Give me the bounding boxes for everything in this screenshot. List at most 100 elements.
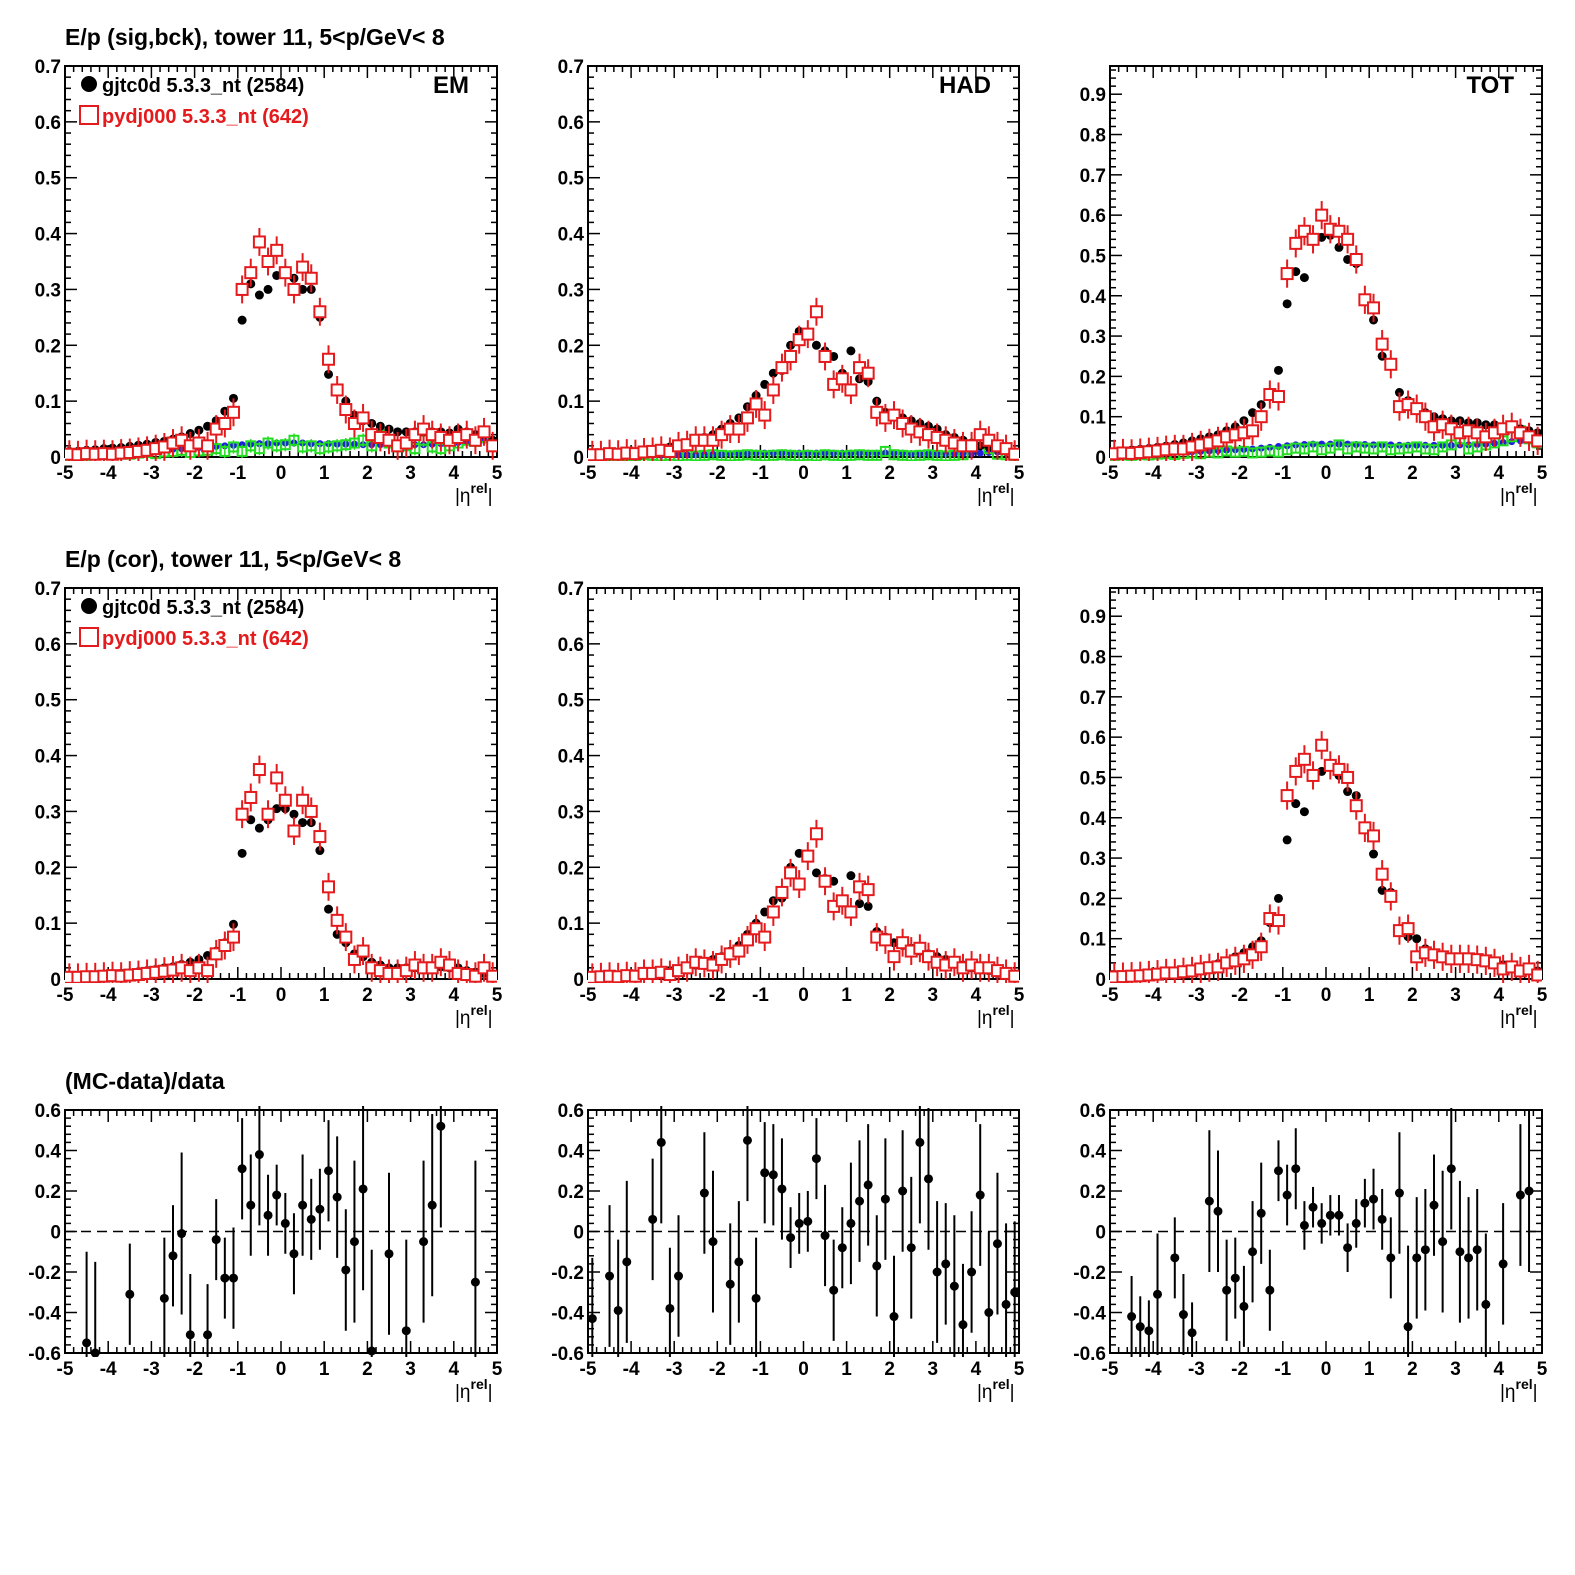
data-marker	[254, 1150, 264, 1160]
data-point	[442, 951, 456, 979]
y-tick-label: 0.4	[1080, 287, 1107, 308]
data-point	[1386, 1217, 1396, 1299]
data-marker	[941, 1259, 951, 1269]
mc-marker	[1332, 224, 1346, 238]
data-point	[861, 359, 875, 388]
data-point	[1008, 962, 1019, 983]
data-marker	[1273, 1166, 1283, 1176]
mc-marker	[1246, 948, 1260, 962]
y-tick-label: 0.4	[1080, 809, 1107, 830]
x-tick-label: -3	[1188, 1359, 1205, 1380]
mc-marker	[1375, 337, 1389, 351]
data-marker	[1230, 1273, 1240, 1283]
y-tick-label: 0.5	[558, 691, 585, 712]
mc-marker	[278, 793, 292, 807]
data-point	[923, 1107, 933, 1250]
y-tick-label: 0.3	[1080, 327, 1106, 348]
data-marker	[211, 1235, 221, 1245]
y-tick-label: 0.2	[35, 336, 61, 357]
x-tick-label: -2	[186, 985, 203, 1006]
mc-marker	[1367, 301, 1381, 315]
data-point	[1334, 1195, 1344, 1236]
data-point	[384, 1172, 394, 1335]
data-marker	[159, 1293, 169, 1303]
panel-tot-cor: -5 -4 -3 -2 -1 0 1 2 3 4 5 0 0.1 0.2 0.3 0.4 0.5 0.6 0.7 0.…	[1080, 587, 1548, 1029]
data-point	[270, 763, 284, 792]
data-point	[984, 1231, 994, 1357]
data-point	[846, 346, 856, 356]
x-tick-label: -2	[186, 463, 203, 484]
data-point	[185, 1274, 195, 1357]
data-point	[732, 937, 746, 966]
x-tick-label: 5	[1537, 1359, 1548, 1380]
panels-group: -5 -4 -3 -2 -1 0 1 2 3 4 5 0 0.1 0.2 0.3 0.4 0.5 0.6 0.7 |η…	[28, 57, 1548, 1403]
x-tick-label: 3	[928, 985, 939, 1006]
data-point	[768, 1124, 778, 1226]
x-axis-title-close: |	[1533, 1382, 1538, 1403]
x-axis-title-main: |η	[1500, 1382, 1516, 1403]
data-point	[1315, 731, 1329, 760]
data-point	[1351, 1199, 1361, 1248]
mc-marker	[913, 941, 927, 955]
x-tick-label: -5	[57, 463, 74, 484]
mc-marker	[1297, 224, 1311, 238]
x-tick-label: -4	[100, 985, 117, 1006]
data-point	[278, 786, 292, 815]
x-tick-label: 4	[971, 463, 982, 484]
data-marker	[1001, 1299, 1011, 1309]
y-tick-label: 0	[573, 970, 584, 991]
data-marker	[228, 1273, 238, 1283]
x-axis-title: |ηrel|	[455, 480, 493, 507]
mc-marker	[1418, 410, 1432, 424]
x-tick-label: -2	[1231, 985, 1248, 1006]
data-marker	[1299, 807, 1309, 817]
data-point	[941, 1203, 951, 1325]
y-tick-label: -0.6	[1073, 1344, 1106, 1365]
x-tick-label: -4	[100, 463, 117, 484]
data-point	[1280, 781, 1294, 810]
data-point	[287, 275, 301, 304]
mc-marker	[287, 824, 301, 838]
series-mc	[65, 227, 497, 461]
y-tick-label: 0.4	[1080, 1142, 1107, 1163]
data-marker	[605, 1271, 615, 1281]
data-point	[775, 878, 789, 907]
y-tick-label: 0.1	[558, 392, 585, 413]
data-marker	[1299, 273, 1309, 283]
data-point	[811, 340, 821, 350]
x-tick-label: 5	[492, 463, 503, 484]
x-axis-title: |ηrel|	[977, 1002, 1015, 1029]
data-marker	[324, 904, 334, 914]
data-point	[1498, 1203, 1508, 1325]
series-data	[588, 1106, 1019, 1357]
x-axis-title-main: |η	[977, 1382, 993, 1403]
x-tick-label: 3	[928, 1359, 939, 1380]
data-point	[330, 906, 344, 935]
mc-marker	[296, 260, 310, 274]
x-axis-title-sup: rel	[1516, 1376, 1533, 1392]
y-tick-label: 0.1	[1080, 930, 1107, 951]
x-tick-label: 0	[276, 985, 287, 1006]
y-tick-label: 0.2	[1080, 1182, 1106, 1203]
data-point	[289, 809, 299, 819]
legend-data-marker	[81, 598, 97, 614]
data-point	[1367, 821, 1381, 851]
data-marker	[820, 1231, 830, 1241]
data-point	[1325, 1195, 1335, 1236]
mc-marker	[399, 436, 413, 450]
y-tick-label: 0.4	[35, 225, 62, 246]
mc-marker	[486, 439, 497, 453]
data-point	[878, 925, 892, 954]
x-axis-title-main: |η	[1500, 486, 1516, 507]
mc-marker	[732, 944, 746, 958]
legend: gjtc0d 5.3.3_nt (2584) pydj000 5.3.3_nt (…	[79, 597, 309, 650]
x-tick-label: 4	[1494, 1359, 1505, 1380]
y-tick-label: 0	[573, 1223, 584, 1244]
y-tick-label: 0.3	[1080, 849, 1106, 870]
x-tick-label: 4	[971, 1359, 982, 1380]
data-point	[861, 875, 875, 904]
x-tick-label: -3	[143, 1359, 160, 1380]
data-point	[1282, 1164, 1292, 1226]
markers-group	[1110, 731, 1542, 983]
data-point	[211, 1199, 221, 1281]
